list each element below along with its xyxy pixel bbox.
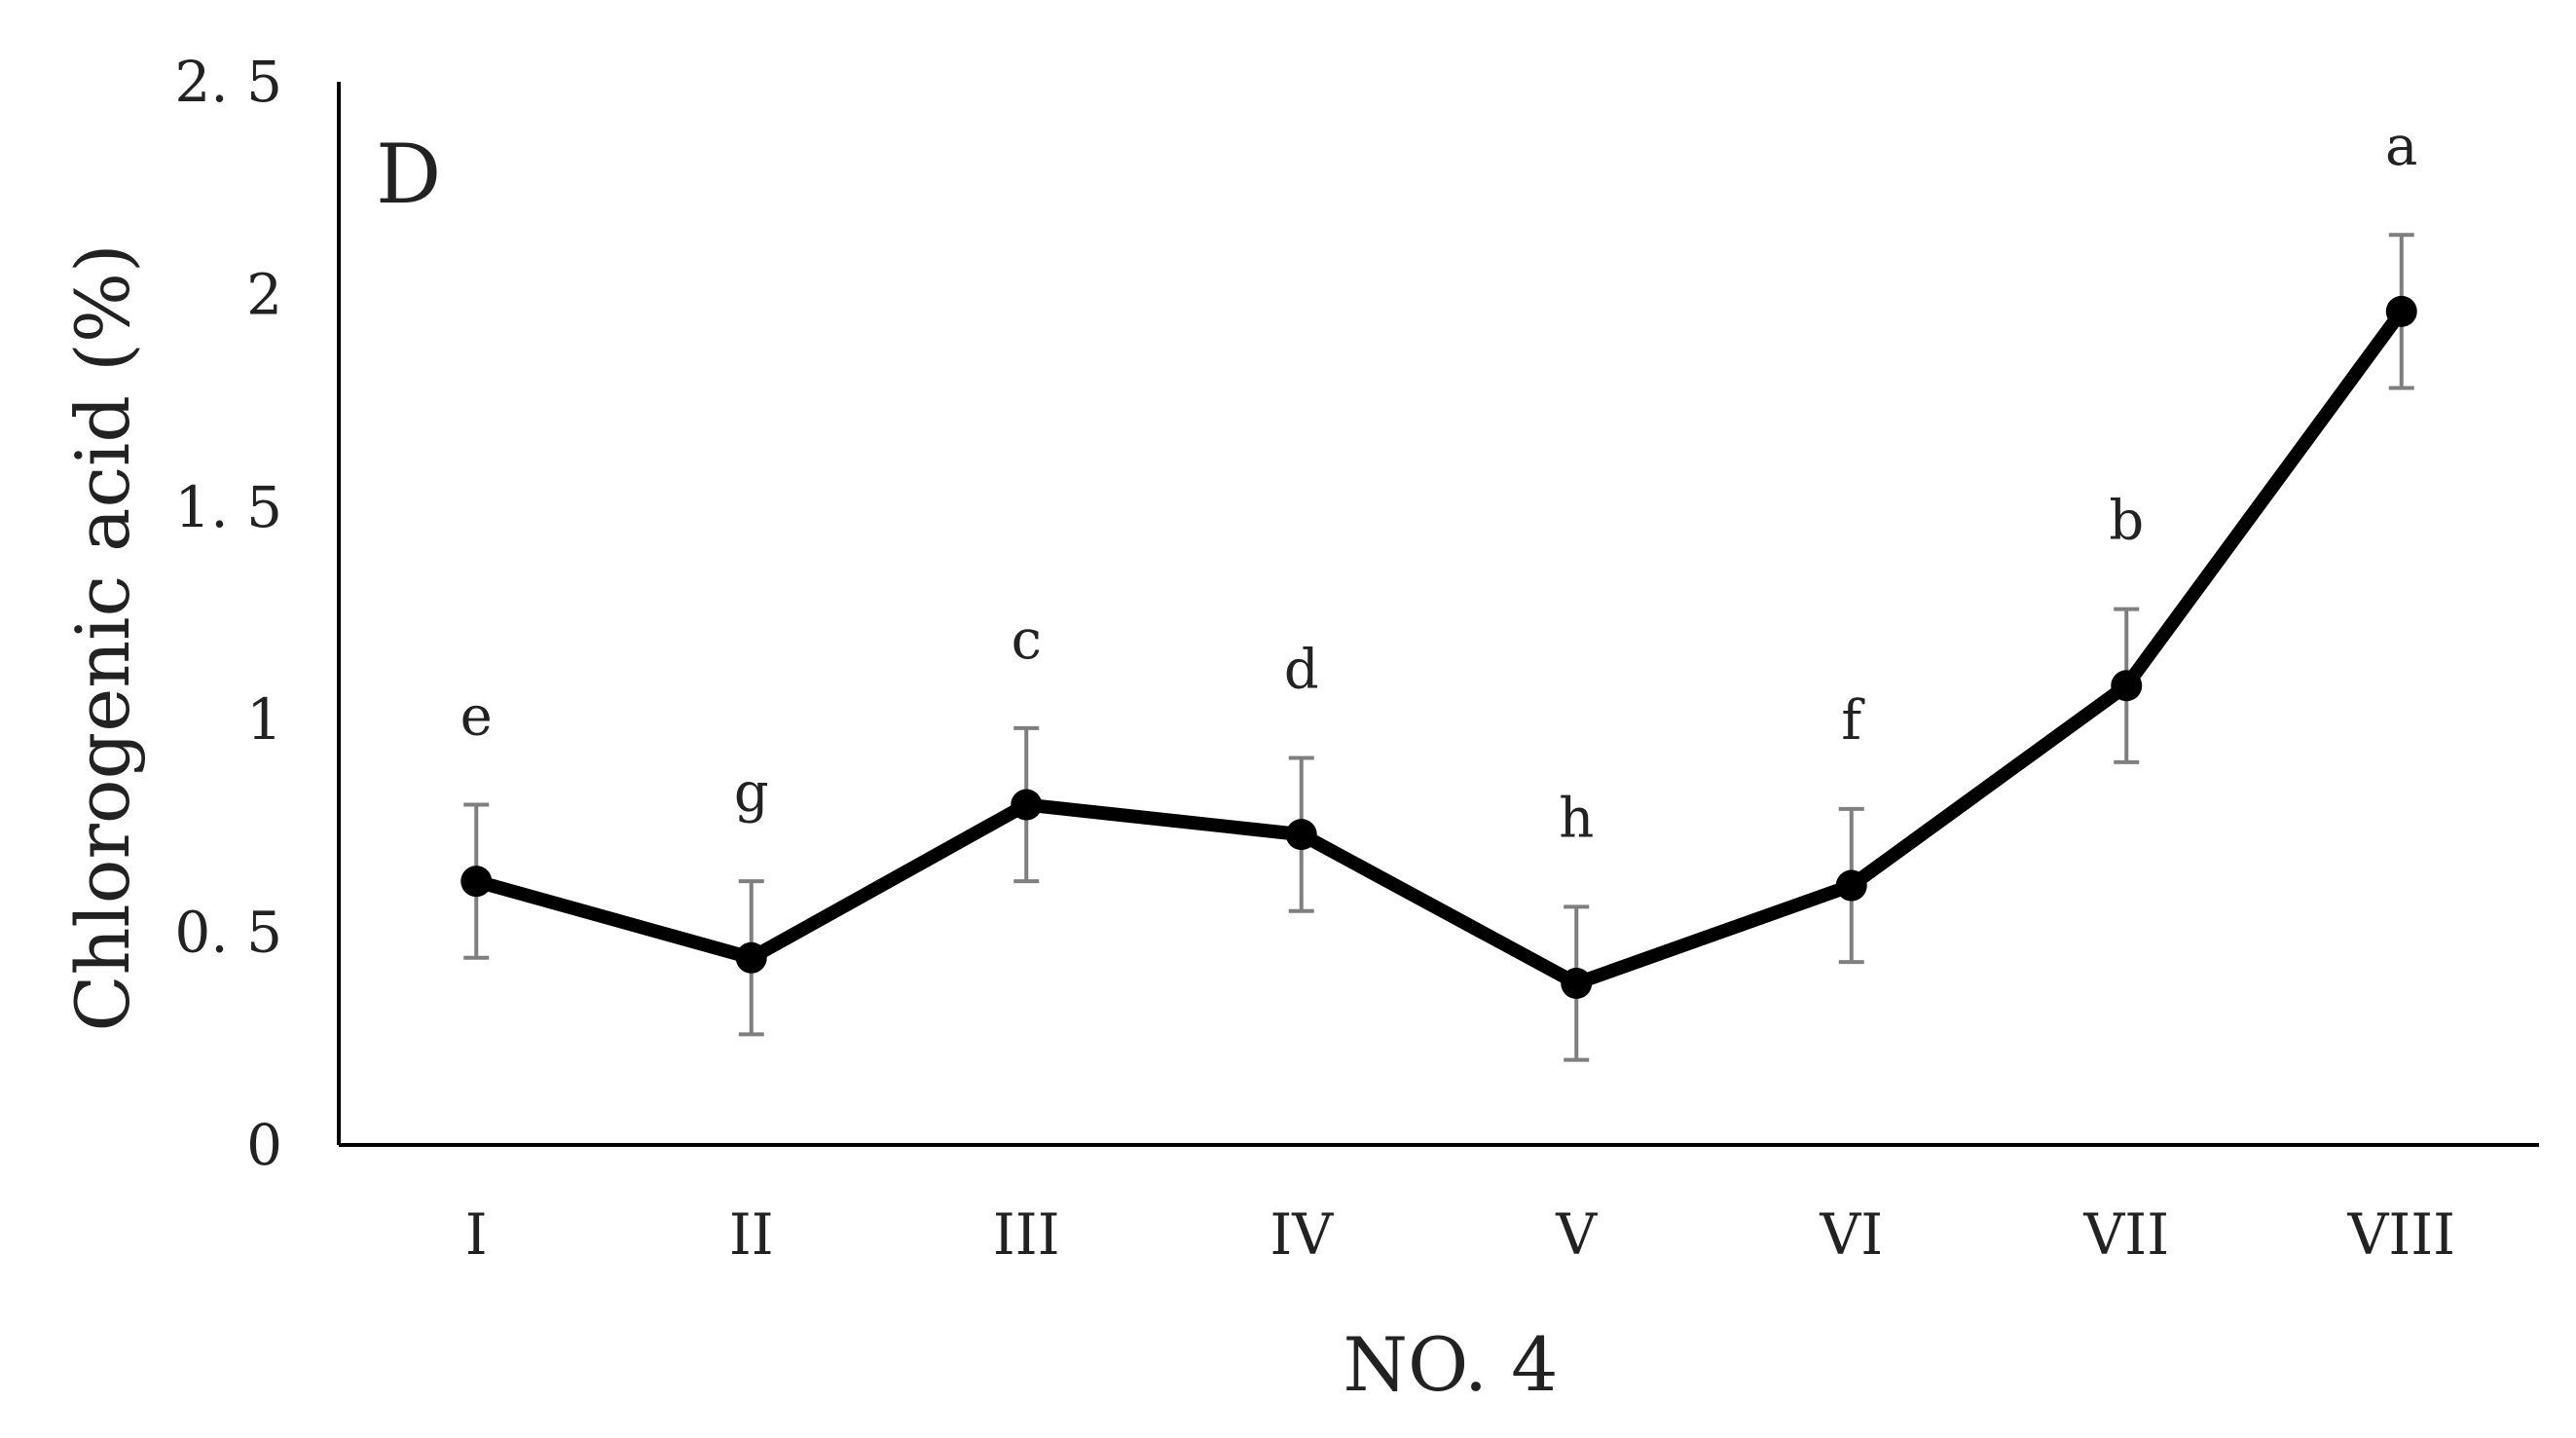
y-tick-label: 0 [246,1112,282,1178]
axes [337,82,2539,1147]
x-tick-label: IV [1270,1201,1334,1268]
y-tick-labels: 0 0. 5 1 1. 5 2 2. 5 [174,49,282,1178]
x-tick-label: VIII [2346,1201,2455,1268]
data-point [2385,295,2417,327]
significance-letters: e g c d h f b a [460,115,2418,850]
significance-letter: e [460,685,493,749]
y-tick-label: 0. 5 [174,900,282,966]
significance-letter: c [1012,608,1042,672]
panel-label: D [376,127,441,222]
x-tick-label: VI [1819,1201,1883,1268]
x-axis-title: NO. 4 [1343,1321,1558,1408]
significance-letter: h [1559,787,1594,850]
significance-letter: d [1284,639,1319,702]
x-tick-label: III [993,1201,1060,1268]
y-tick-label: 1. 5 [174,474,282,540]
error-bars [463,233,2414,1062]
x-tick-label: II [729,1201,774,1268]
data-point [1011,789,1043,821]
y-axis-title: Chlorogenic acid (%) [59,243,146,1031]
significance-letter: f [1841,689,1865,753]
data-points [460,295,2417,1000]
significance-letter: a [2385,115,2417,178]
data-point [1835,869,1867,902]
data-point [1285,819,1317,851]
series-line [469,304,2409,991]
x-tick-labels: I II III IV V VI VII VIII [465,1201,2455,1268]
data-point [460,866,493,898]
data-point [735,941,767,974]
data-point [1561,968,1593,1000]
y-tick-label: 2. 5 [174,49,282,115]
x-tick-label: V [1555,1201,1598,1268]
significance-letter: b [2109,490,2144,553]
data-point [2111,670,2143,702]
y-tick-label: 1 [246,686,282,753]
x-tick-label: I [465,1201,488,1268]
y-tick-label: 2 [246,261,282,327]
significance-letter: g [734,761,769,825]
x-tick-label: VII [2082,1201,2169,1268]
series-line-group [469,304,2409,991]
